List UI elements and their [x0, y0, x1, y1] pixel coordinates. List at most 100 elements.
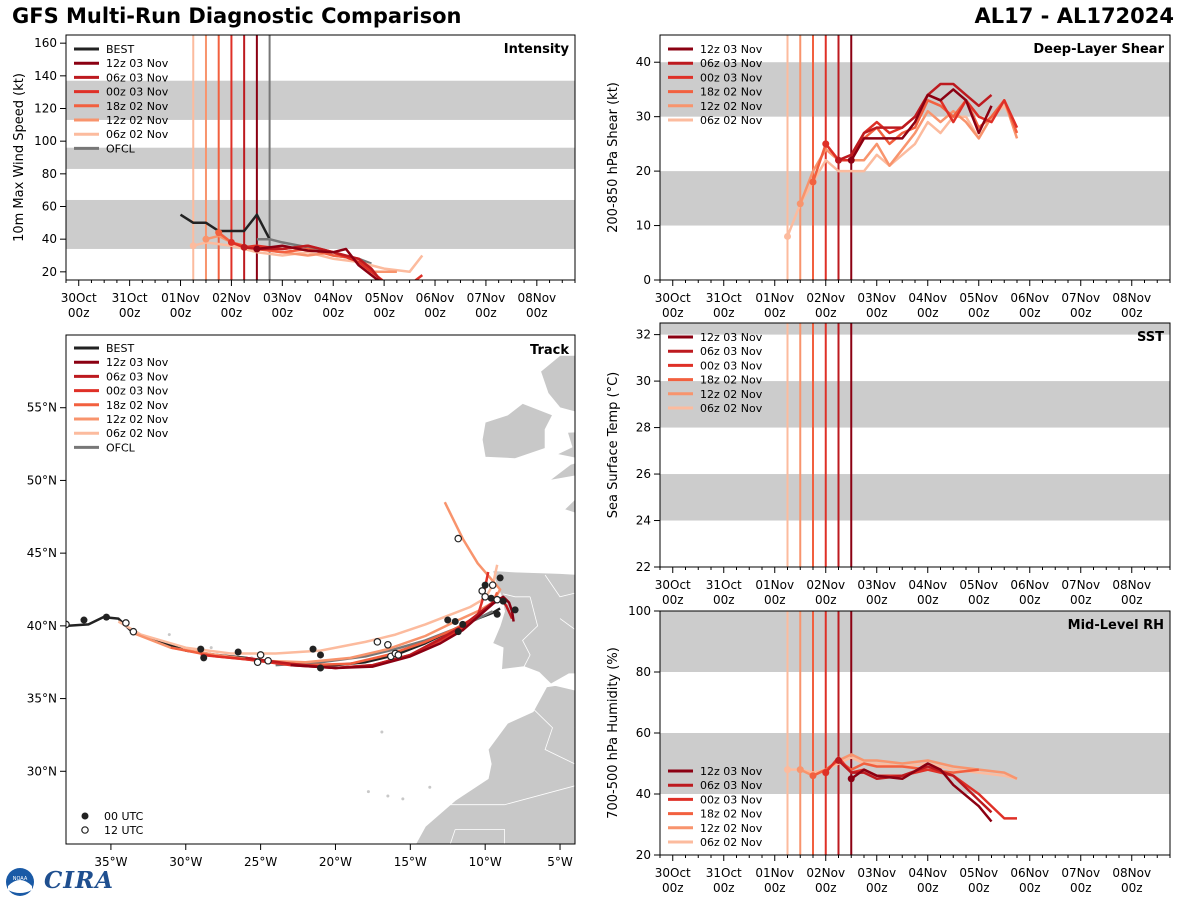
track-point-12utc	[481, 592, 489, 601]
legend-label: 18z 02 Nov	[700, 86, 763, 99]
track-point-00utc	[451, 617, 459, 625]
x-tick-label: 00z	[170, 306, 192, 320]
land-island	[209, 646, 213, 650]
x-tick-label: 01Nov	[755, 291, 794, 305]
cira-logo-text: CIRA	[44, 867, 115, 894]
shade-band	[660, 171, 1170, 226]
y-tick-label: 80	[42, 167, 57, 181]
track-point-12utc	[454, 534, 463, 543]
track-point-00utc	[454, 628, 462, 636]
x-tick-label: 08Nov	[1112, 866, 1151, 880]
x-tick-label: 00z	[968, 306, 990, 320]
x-tick-label: 04Nov	[314, 291, 353, 305]
x-tick-label: 5°W	[547, 855, 573, 869]
panel-sst: 30Oct00z31Oct00z01Nov00z02Nov00z03Nov00z…	[606, 322, 1171, 607]
track-point-12utc	[488, 581, 497, 589]
legend-label: 00 UTC	[104, 810, 144, 823]
panel-title: Mid-Level RH	[1068, 618, 1164, 633]
x-tick-label: 04Nov	[908, 866, 947, 880]
y-tick-label: 35°N	[27, 692, 57, 706]
legend-label: 12z 02 Nov	[700, 388, 763, 401]
x-tick-label: 00z	[1121, 306, 1143, 320]
track-point-00utc	[499, 597, 507, 605]
series-group	[784, 82, 1019, 240]
y-axis-label: Sea Surface Temp (°C)	[606, 372, 621, 519]
panel-title: SST	[1137, 330, 1164, 345]
legend-label: 06z 03 Nov	[106, 71, 169, 84]
land-island	[428, 785, 432, 789]
x-tick-label: 00z	[119, 306, 141, 320]
y-tick-label: 30°N	[27, 764, 57, 778]
series-start-marker	[253, 245, 261, 253]
x-tick-label: 00z	[1121, 881, 1143, 895]
y-tick-label: 100	[628, 604, 651, 618]
border-line	[522, 596, 539, 667]
y-tick-label: 60	[42, 200, 57, 214]
track-point-00utc	[317, 664, 324, 672]
track-point-12utc	[129, 627, 138, 636]
x-tick-label: 00z	[662, 881, 684, 895]
x-tick-label: 00z	[764, 306, 786, 320]
x-tick-label: 01Nov	[161, 291, 200, 305]
x-tick-label: 00z	[1070, 593, 1092, 607]
land-britain	[540, 354, 575, 481]
legend-label: 06z 03 Nov	[700, 57, 763, 70]
series-group	[179, 213, 424, 280]
legend-marker-12utc	[81, 826, 89, 834]
x-tick-label: 02Nov	[806, 866, 845, 880]
legend-label: 06z 02 Nov	[106, 427, 169, 440]
series-line	[850, 88, 993, 161]
series-start-marker	[784, 766, 791, 774]
x-tick-label: 00z	[373, 306, 395, 320]
border-line	[529, 705, 575, 765]
land-island	[386, 794, 390, 798]
noaa-seal-icon: NOAA	[6, 868, 34, 896]
storm-id: AL17 - AL172024	[974, 4, 1175, 28]
map-group	[66, 354, 575, 844]
y-tick-label: 55°N	[27, 401, 57, 415]
x-tick-label: 07Nov	[1061, 578, 1100, 592]
legend-label: 12z 03 Nov	[106, 57, 169, 70]
x-tick-label: 05Nov	[959, 578, 998, 592]
series-line	[179, 213, 271, 240]
x-tick-label: 15°W	[394, 855, 427, 869]
legend-label: 18z 02 Nov	[106, 100, 169, 113]
x-tick-label: 04Nov	[908, 291, 947, 305]
legend-label: OFCL	[106, 142, 136, 155]
shade-band	[660, 474, 1170, 521]
legend-label: 12z 02 Nov	[106, 413, 169, 426]
legend-label: 00z 03 Nov	[700, 359, 763, 372]
y-axis-label: 700-500 hPa Humidity (%)	[606, 647, 621, 819]
y-tick-label: 45°N	[27, 546, 57, 560]
x-tick-label: 00z	[272, 306, 294, 320]
x-tick-label: 05Nov	[959, 866, 998, 880]
y-tick-label: 40	[636, 787, 651, 801]
x-tick-label: 00z	[815, 881, 837, 895]
x-tick-label: 02Nov	[212, 291, 251, 305]
y-tick-label: 40	[42, 232, 57, 246]
series-start-marker	[847, 156, 855, 164]
legend-label: 06z 03 Nov	[700, 345, 763, 358]
series-line	[850, 762, 993, 823]
x-tick-label: 00z	[764, 593, 786, 607]
legend-label: 12z 02 Nov	[106, 114, 169, 127]
panel-shear: 30Oct00z31Oct00z01Nov00z02Nov00z03Nov00z…	[606, 34, 1171, 320]
legend-label: 12z 03 Nov	[700, 43, 763, 56]
border-line	[544, 574, 575, 598]
x-tick-label: 00z	[866, 306, 888, 320]
border-line	[504, 785, 575, 806]
x-tick-label: 00z	[866, 593, 888, 607]
track-point-12utc	[253, 658, 262, 667]
x-tick-label: 00z	[1019, 881, 1041, 895]
shade-band	[660, 733, 1170, 794]
x-tick-label: 00z	[662, 593, 684, 607]
track-point-00utc	[102, 613, 110, 621]
land-island	[401, 797, 405, 801]
y-tick-label: 28	[636, 421, 651, 435]
legend-label: 06z 02 Nov	[106, 128, 169, 141]
series-start-marker	[215, 229, 223, 237]
border-line	[455, 829, 506, 844]
